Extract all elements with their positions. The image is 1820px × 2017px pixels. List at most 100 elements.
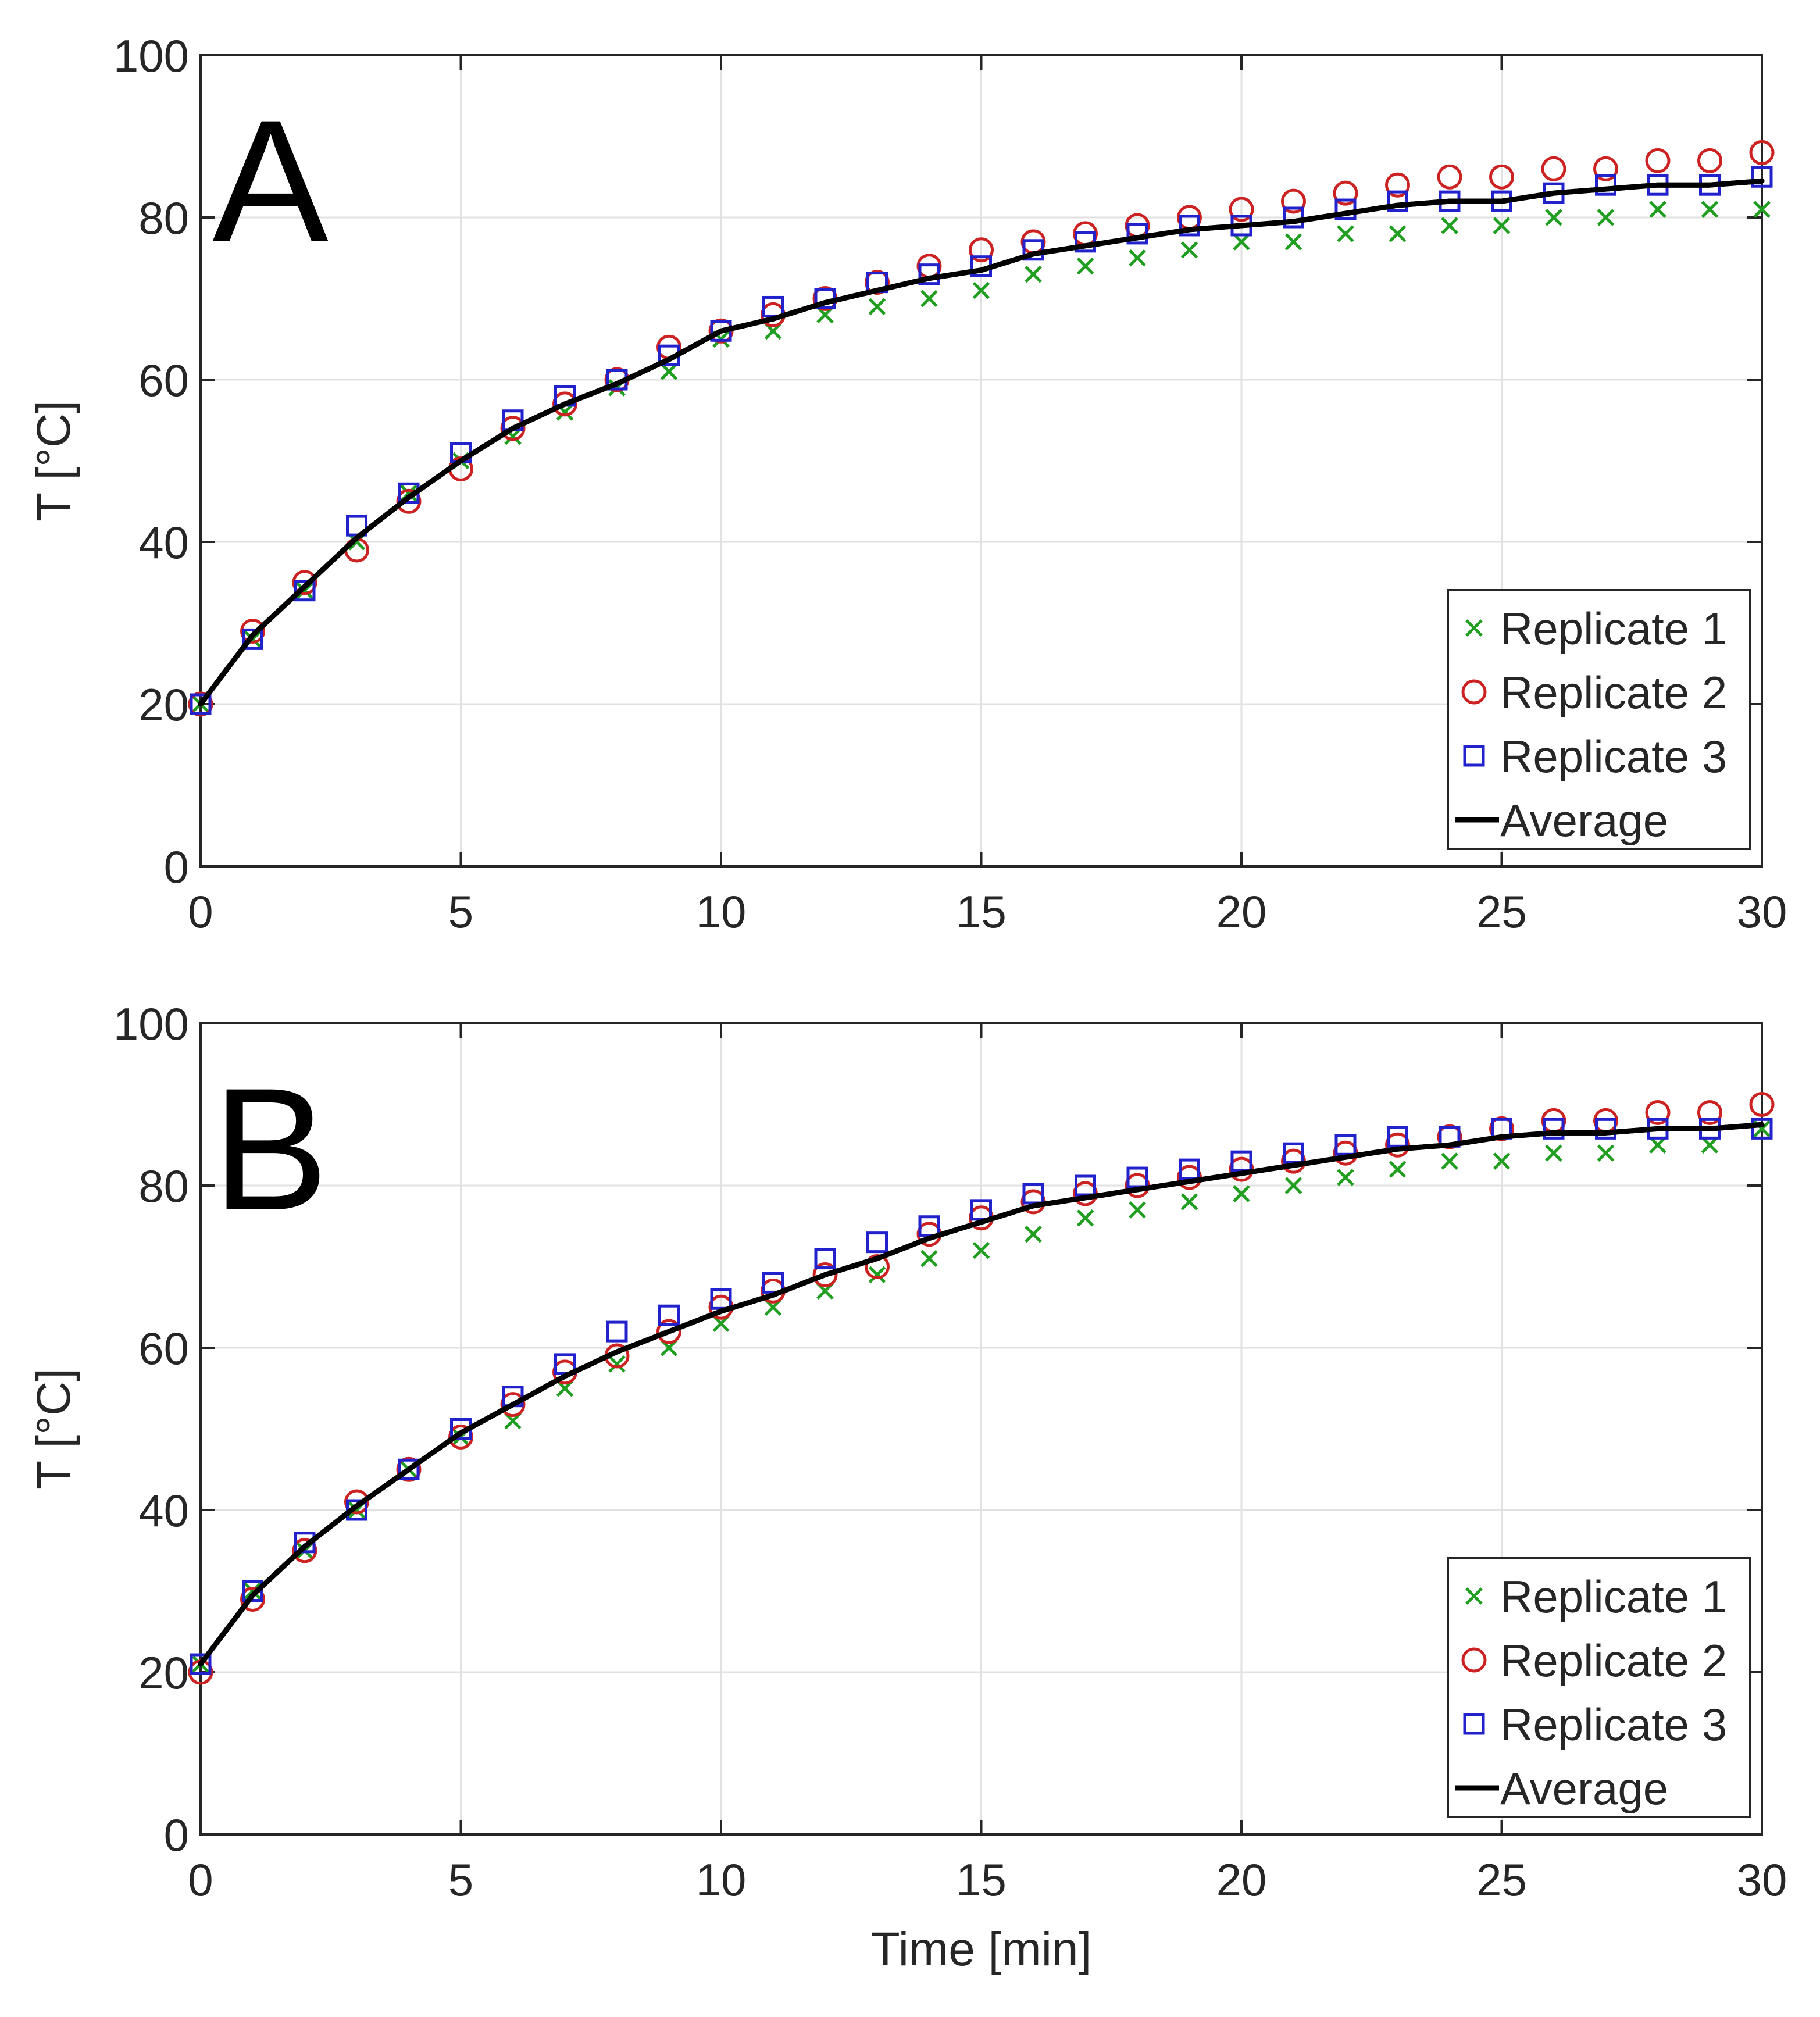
data-point [1593,156,1618,181]
data-point [240,1586,265,1612]
x-tick-label: 20 [1216,1854,1267,1905]
panel-letter: A [212,83,330,279]
data-point [190,1653,212,1675]
x-stroke [972,1241,990,1259]
data-point [1179,215,1200,237]
x-stroke [1180,1193,1198,1211]
data-point [866,1231,888,1254]
data-point [1749,1092,1775,1117]
x-tick-label: 10 [696,1854,747,1905]
data-point [396,1456,422,1482]
x-stroke [1597,209,1615,226]
series-replicate-3 [190,1118,1773,1675]
legend-marker-icon [1461,679,1487,705]
x-stroke [920,290,938,308]
data-point [1441,217,1458,234]
data-point [292,1538,317,1563]
x-stroke [920,1250,938,1268]
legend-label: Replicate 3 [1500,1699,1727,1750]
data-point [1075,1174,1096,1197]
x-stroke [1701,1136,1719,1154]
data-point [972,281,990,299]
data-point [868,1266,886,1284]
x-tick-label: 0 [188,1854,213,1905]
x-stroke [1025,1225,1042,1243]
x-stroke [1337,1169,1354,1186]
data-point [1389,1161,1407,1178]
data-point [1333,180,1358,206]
data-point [1649,201,1666,218]
x-stroke [1284,233,1302,251]
data-point [1385,1132,1410,1158]
panel-letter: B [212,1051,329,1247]
data-point [1597,1144,1615,1162]
x-stroke [660,363,678,380]
x-stroke [244,1582,262,1600]
data-point [1233,233,1250,251]
x-stroke [1129,1201,1146,1219]
legend-label: Average [1500,795,1668,846]
x-stroke [1465,1587,1483,1605]
data-point [660,363,678,380]
x-stroke [1180,241,1198,259]
axes-box [199,54,1763,868]
data-point [1180,1193,1198,1211]
legend-marker-icon [1465,619,1483,637]
x-stroke [1649,201,1666,218]
data-point [608,1355,626,1373]
data-point [1283,1142,1304,1164]
data-point [1022,1183,1044,1205]
data-point [1389,225,1407,242]
x-tick-label: 5 [448,886,473,937]
data-point [500,416,526,441]
x-tick-label: 30 [1737,1854,1787,1905]
y-tick-label: 80 [138,1161,189,1212]
data-point [1233,1185,1250,1202]
legend-marker-icon [1463,745,1485,767]
y-tick-label: 100 [113,30,189,81]
data-point [1337,225,1354,242]
x-stroke [1076,257,1094,275]
legend-marker-icon [1463,1713,1485,1735]
data-point [1595,174,1616,196]
x-stroke [868,1266,886,1284]
data-point [294,580,316,602]
average-line-top [198,178,1765,707]
data-point [188,691,213,717]
data-point [448,1424,473,1450]
x-stroke [1701,201,1719,218]
x-stroke [504,427,522,445]
x-stroke [868,298,886,316]
data-point [920,1250,938,1268]
data-point [1334,1134,1357,1156]
legend-label: Replicate 1 [1500,603,1727,654]
data-point [1385,172,1410,198]
y-tick-label: 20 [138,679,189,730]
x-stroke [1284,1177,1302,1194]
data-point [1493,217,1511,234]
data-point [918,1215,940,1237]
data-point [1701,1136,1719,1154]
legend-marker-icon [1465,1587,1483,1605]
data-point [1697,1099,1722,1125]
data-point [398,1458,420,1480]
data-point [868,298,886,316]
data-point [1284,233,1302,251]
x-stroke [1337,225,1354,242]
x-tick-label: 15 [956,1854,1007,1905]
x-stroke [608,1355,626,1373]
x-tick-label: 5 [448,1854,473,1905]
data-point [1229,197,1254,222]
data-point [552,391,577,417]
data-point [1753,201,1771,218]
data-point [710,1288,732,1310]
data-point [1545,209,1562,226]
data-point [1437,1124,1462,1149]
data-point [1749,140,1775,165]
legend-label: Replicate 2 [1500,667,1727,718]
data-point [1489,1116,1514,1141]
legend-label: Average [1500,1763,1668,1814]
x-stroke [1493,217,1511,234]
x-stroke [296,581,313,599]
